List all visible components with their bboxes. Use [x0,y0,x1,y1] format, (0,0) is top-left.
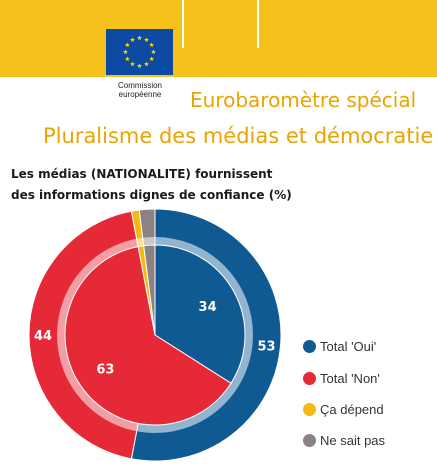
eu-star-icon [137,63,142,69]
header-band [0,0,437,77]
eu-star-icon [151,49,156,55]
legend-label-nsp: Ne sait pas [320,433,386,448]
legend-swatch-nsp [303,434,316,447]
inner-pie-slice-non [64,246,232,426]
eu-star-icon [124,56,130,62]
outer-ring-label-non: 44 [34,329,52,344]
chart-title: Les médias (NATIONALITE) fournissent des… [11,164,292,206]
legend-label-non: Total 'Non' [320,371,380,386]
ring-separator [57,237,253,433]
eu-star-icon [149,42,155,48]
eu-star-icon [144,37,149,42]
legend-swatch-oui [303,340,316,353]
legend-swatch-depend [303,403,316,416]
eu-star-icon [124,42,130,48]
eu-stars-icon [123,35,156,69]
commission-logo-text: Commission européenne [106,81,174,99]
logo-line-2: européenne [118,90,162,99]
inner-pie-slice-oui [154,244,246,384]
chart-title-line-2: des informations dignes de confiance (%) [11,188,292,202]
legend-swatch-non [303,372,316,385]
eu-star-icon [144,61,149,67]
chart-title-line-1: Les médias (NATIONALITE) fournissent [11,167,273,181]
inner-pie-label-non: 63 [96,363,114,378]
inner-pie-label-oui: 34 [199,300,217,315]
legend-label-depend: Ça dépend [320,402,384,417]
eu-star-icon [137,35,142,41]
eu-star-icon [130,61,135,67]
header-divider-line [257,0,259,48]
inner-pie-slice-nsp [143,244,156,336]
outer-ring-label-oui: 53 [257,340,275,355]
series-title: Eurobaromètre spécial [190,88,417,112]
eu-star-icon [149,56,155,62]
logo-line-1: Commission [117,81,162,90]
eu-flag-logo [106,29,173,75]
eu-star-icon [123,49,128,55]
eu-star-icon [130,37,135,42]
report-title: Pluralisme des médias et démocratie [43,124,434,148]
header-divider-line [182,0,184,48]
legend-label-oui: Total 'Oui' [320,339,377,354]
